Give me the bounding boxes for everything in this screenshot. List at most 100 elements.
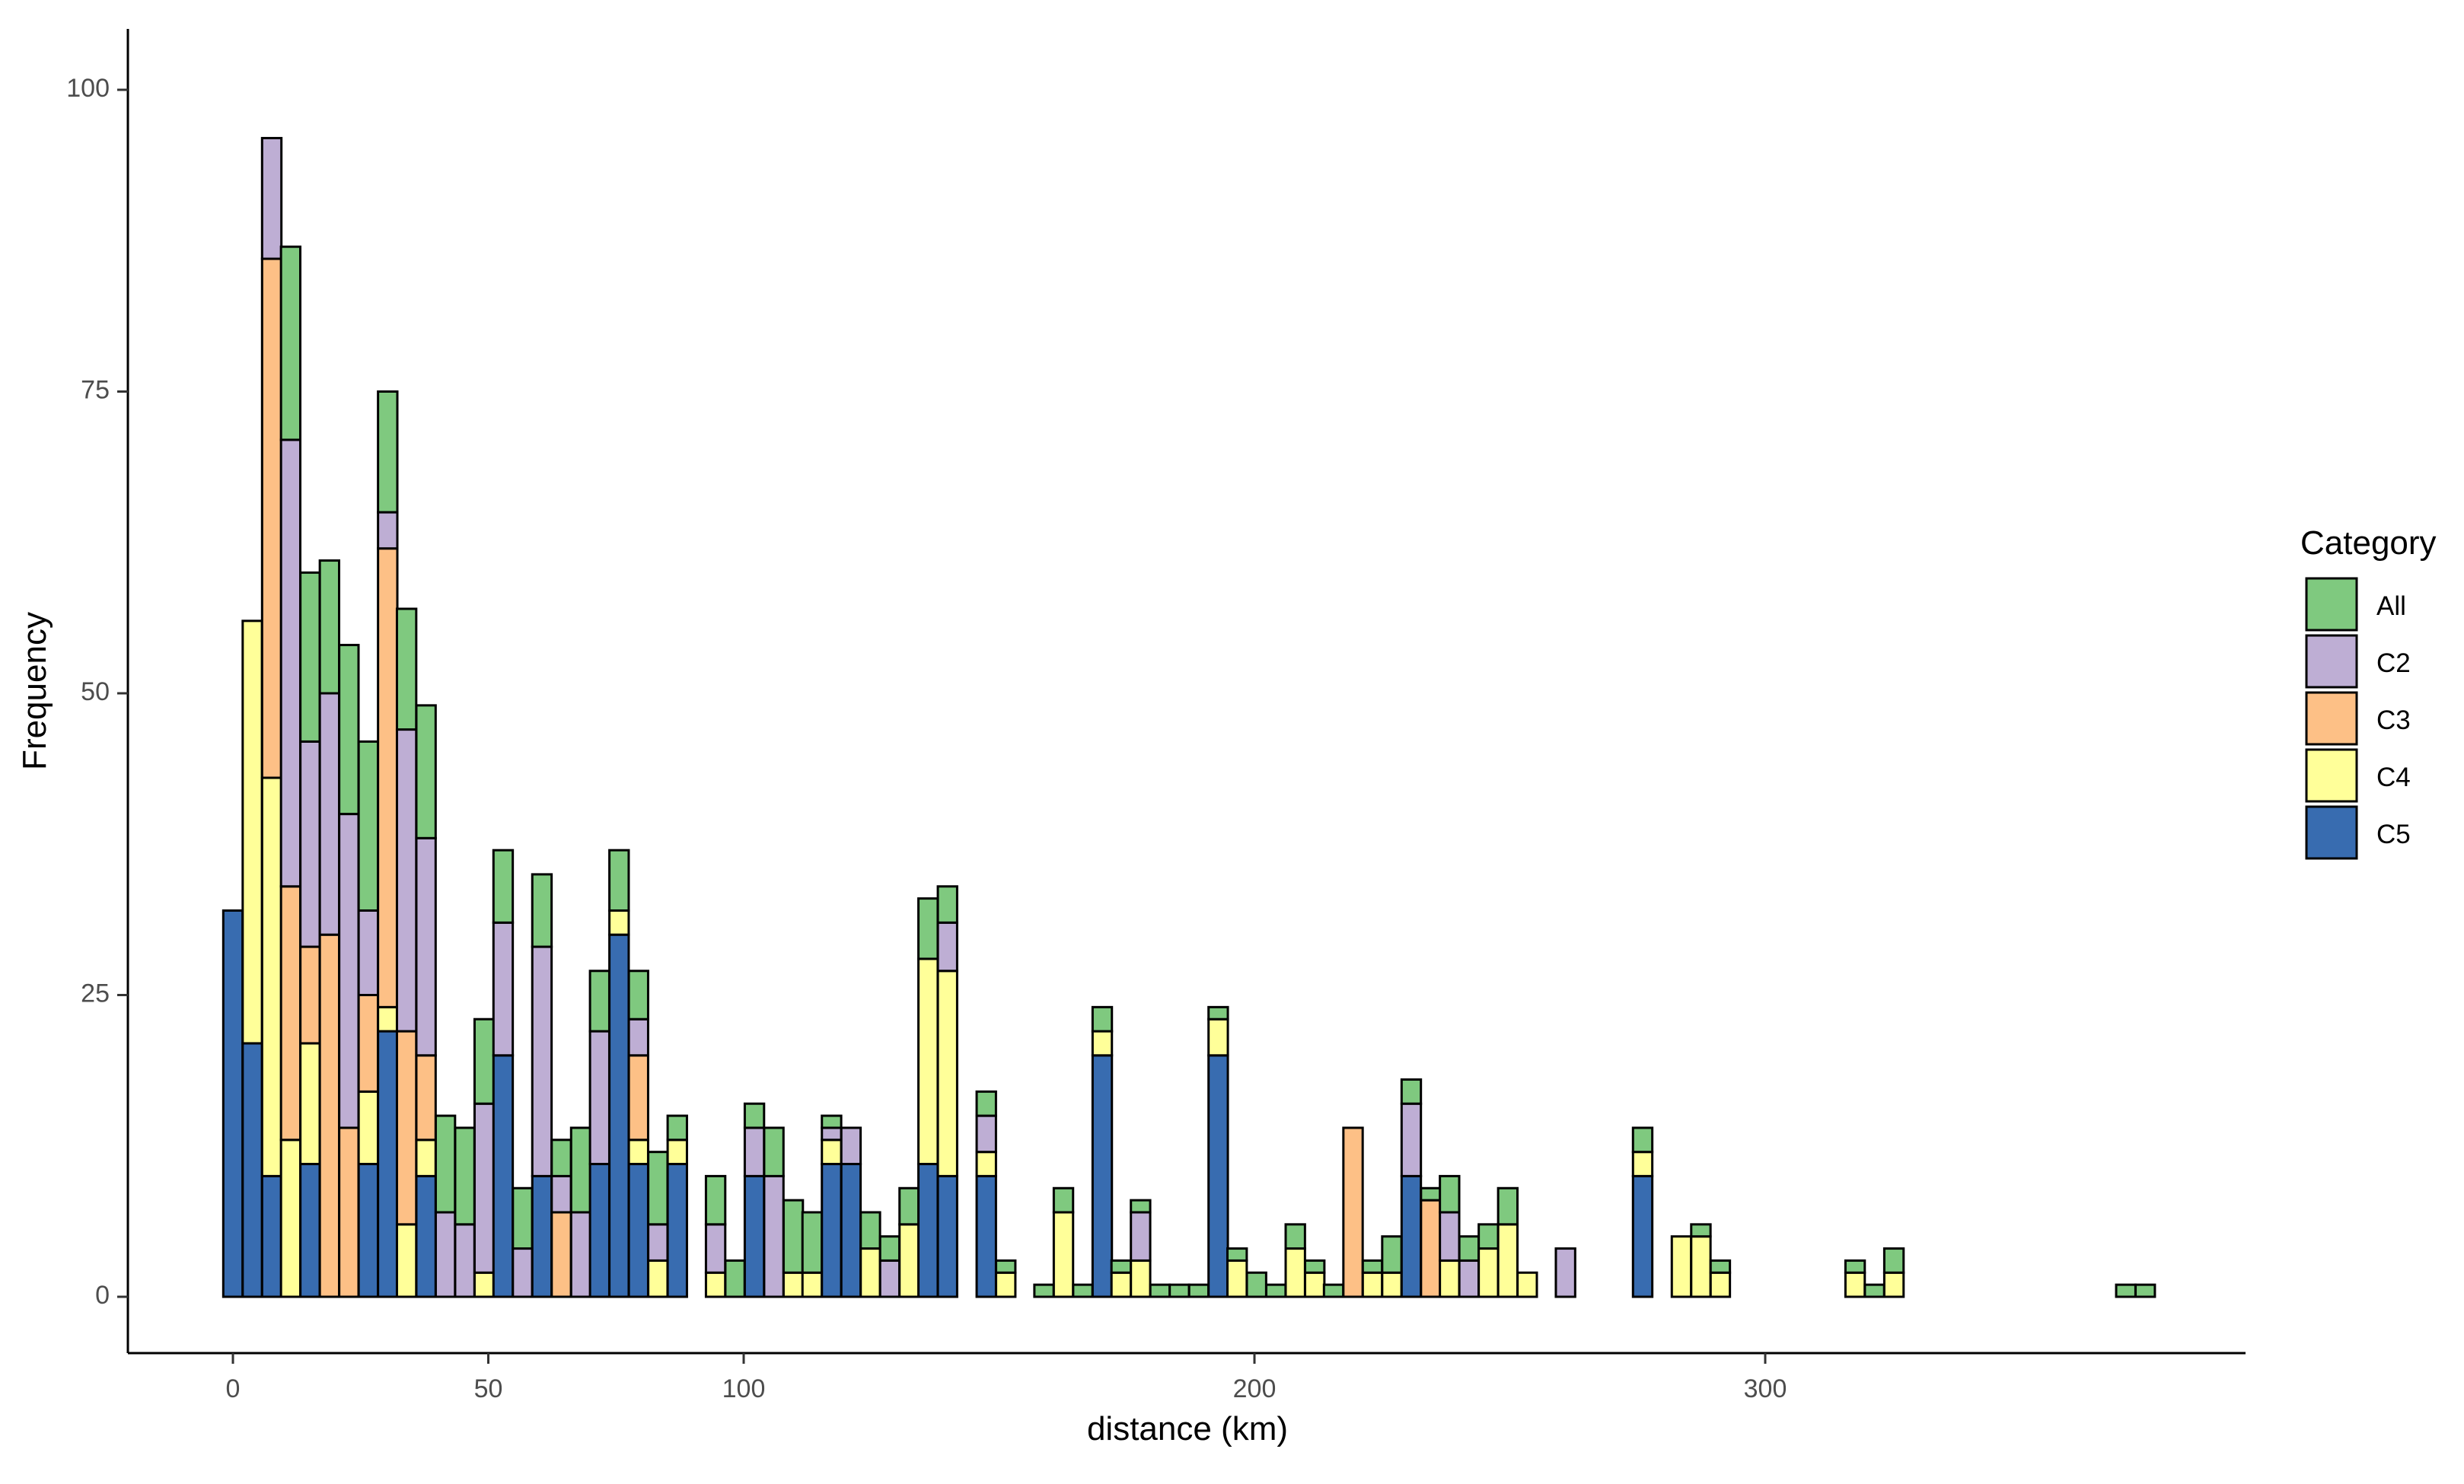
bar-segment-all	[1091, 1005, 1114, 1033]
legend-key-c5	[2305, 805, 2358, 860]
bar-segment-c2	[531, 945, 553, 1177]
bar-segment-c4	[975, 1151, 997, 1177]
bar-segment-c3	[1420, 1199, 1442, 1298]
bar-segment-all	[473, 1017, 496, 1105]
histogram-bin	[2115, 1283, 2137, 1298]
x-tick-label: 50	[474, 1374, 503, 1403]
histogram-bin	[1110, 1259, 1133, 1298]
bar-segment-all	[743, 1102, 766, 1129]
bar-segment-c4	[1516, 1271, 1538, 1298]
y-tick-label: 100	[66, 74, 110, 103]
bar-segment-c4	[1670, 1235, 1693, 1298]
bar-segment-all	[377, 390, 399, 514]
bar-segment-c2	[550, 1174, 572, 1214]
bar-segment-c4	[279, 1138, 302, 1298]
bar-segment-all	[1709, 1259, 1732, 1274]
histogram-bin	[801, 1211, 824, 1298]
bar-segment-c4	[1361, 1271, 1384, 1298]
histogram-bin	[1033, 1283, 1055, 1298]
histogram-bin	[1381, 1235, 1403, 1298]
histogram-bin	[936, 885, 958, 1298]
histogram-bin	[1130, 1199, 1152, 1298]
bar-segment-c2	[338, 813, 360, 1129]
bar-segment-c5	[260, 1174, 283, 1298]
bar-segment-all	[898, 1186, 920, 1226]
legend-label-c3: C3	[2376, 705, 2411, 735]
bar-segment-all	[1304, 1259, 1326, 1274]
bar-segment-c2	[512, 1247, 534, 1298]
bar-segment-c2	[377, 511, 399, 550]
bar-segment-c2	[975, 1114, 997, 1154]
histogram-bin	[1149, 1283, 1171, 1298]
bar-segment-all	[2134, 1283, 2156, 1298]
bar-segment-c4	[1381, 1271, 1403, 1298]
bar-segment-all	[1284, 1223, 1306, 1250]
bar-segment-c5	[840, 1163, 862, 1298]
histogram-bin	[1226, 1247, 1248, 1298]
legend-key-c4	[2305, 748, 2358, 803]
bar-segment-all	[627, 970, 649, 1021]
bar-segment-c4	[627, 1138, 649, 1166]
bar-segment-c2	[395, 728, 418, 1033]
bar-segment-all	[550, 1138, 572, 1177]
bar-segment-all	[1400, 1078, 1423, 1105]
bar-segment-all	[1381, 1235, 1403, 1274]
bar-segment-all	[1690, 1223, 1712, 1238]
histogram-bin	[704, 1174, 727, 1298]
bar-segment-c5	[492, 1054, 515, 1298]
bar-segment-c5	[357, 1163, 379, 1298]
bar-segment-c3	[415, 1054, 437, 1142]
histogram-bin	[222, 909, 244, 1298]
bar-segment-all	[338, 644, 360, 816]
histogram-bin	[782, 1199, 805, 1298]
bar-segment-c5	[666, 1163, 688, 1298]
bar-segment-all	[859, 1211, 881, 1250]
bars-layer	[222, 136, 2156, 1298]
bar-segment-c2	[454, 1223, 476, 1298]
bar-segment-c2	[299, 740, 321, 948]
histogram-bin	[1863, 1283, 1885, 1298]
x-axis-ticks: 0 50 100 200 300	[226, 1353, 1787, 1403]
histogram-bin	[1882, 1247, 1905, 1298]
bar-segment-c4	[666, 1138, 688, 1166]
bar-segment-c2	[647, 1223, 669, 1262]
bar-segment-all	[569, 1126, 592, 1214]
bar-segment-c2	[357, 909, 379, 996]
histogram-bin	[1400, 1078, 1423, 1298]
bar-segment-c2	[318, 692, 341, 936]
bar-segment-all	[1882, 1247, 1905, 1274]
bar-segment-c4	[1844, 1271, 1866, 1298]
bar-segment-c5	[1207, 1054, 1229, 1298]
bar-segment-c2	[260, 136, 283, 260]
histogram-bin	[1245, 1271, 1267, 1298]
y-tick-label: 25	[81, 979, 110, 1008]
bar-segment-c4	[1709, 1271, 1732, 1298]
bar-segment-c3	[395, 1030, 418, 1226]
legend-key-all	[2305, 577, 2358, 632]
bar-segment-all	[318, 559, 341, 695]
histogram-bin	[1458, 1235, 1481, 1298]
bar-segment-all	[588, 970, 610, 1033]
histogram-bin	[666, 1114, 688, 1298]
histogram-bin	[415, 704, 437, 1298]
histogram-bin	[1168, 1283, 1191, 1298]
bar-segment-c3	[318, 933, 341, 1298]
histogram-bin	[531, 873, 553, 1298]
histogram-bin	[569, 1126, 592, 1298]
bar-segment-all	[1187, 1283, 1210, 1298]
histogram-bin	[512, 1186, 534, 1298]
bar-segment-c3	[279, 885, 302, 1142]
bar-segment-all	[1439, 1174, 1461, 1214]
histogram-bin	[318, 559, 341, 1298]
histogram-bin	[434, 1114, 457, 1298]
histogram-bin	[898, 1186, 920, 1298]
bar-segment-all	[492, 849, 515, 924]
bar-segment-all	[299, 571, 321, 743]
bar-segment-all	[666, 1114, 688, 1142]
bar-segment-c4	[1304, 1271, 1326, 1298]
bar-segment-all	[531, 873, 553, 948]
bar-segment-c4	[1631, 1151, 1654, 1177]
bar-segment-all	[1322, 1283, 1345, 1298]
histogram-bin	[2134, 1283, 2156, 1298]
bar-segment-c3	[299, 945, 321, 1045]
